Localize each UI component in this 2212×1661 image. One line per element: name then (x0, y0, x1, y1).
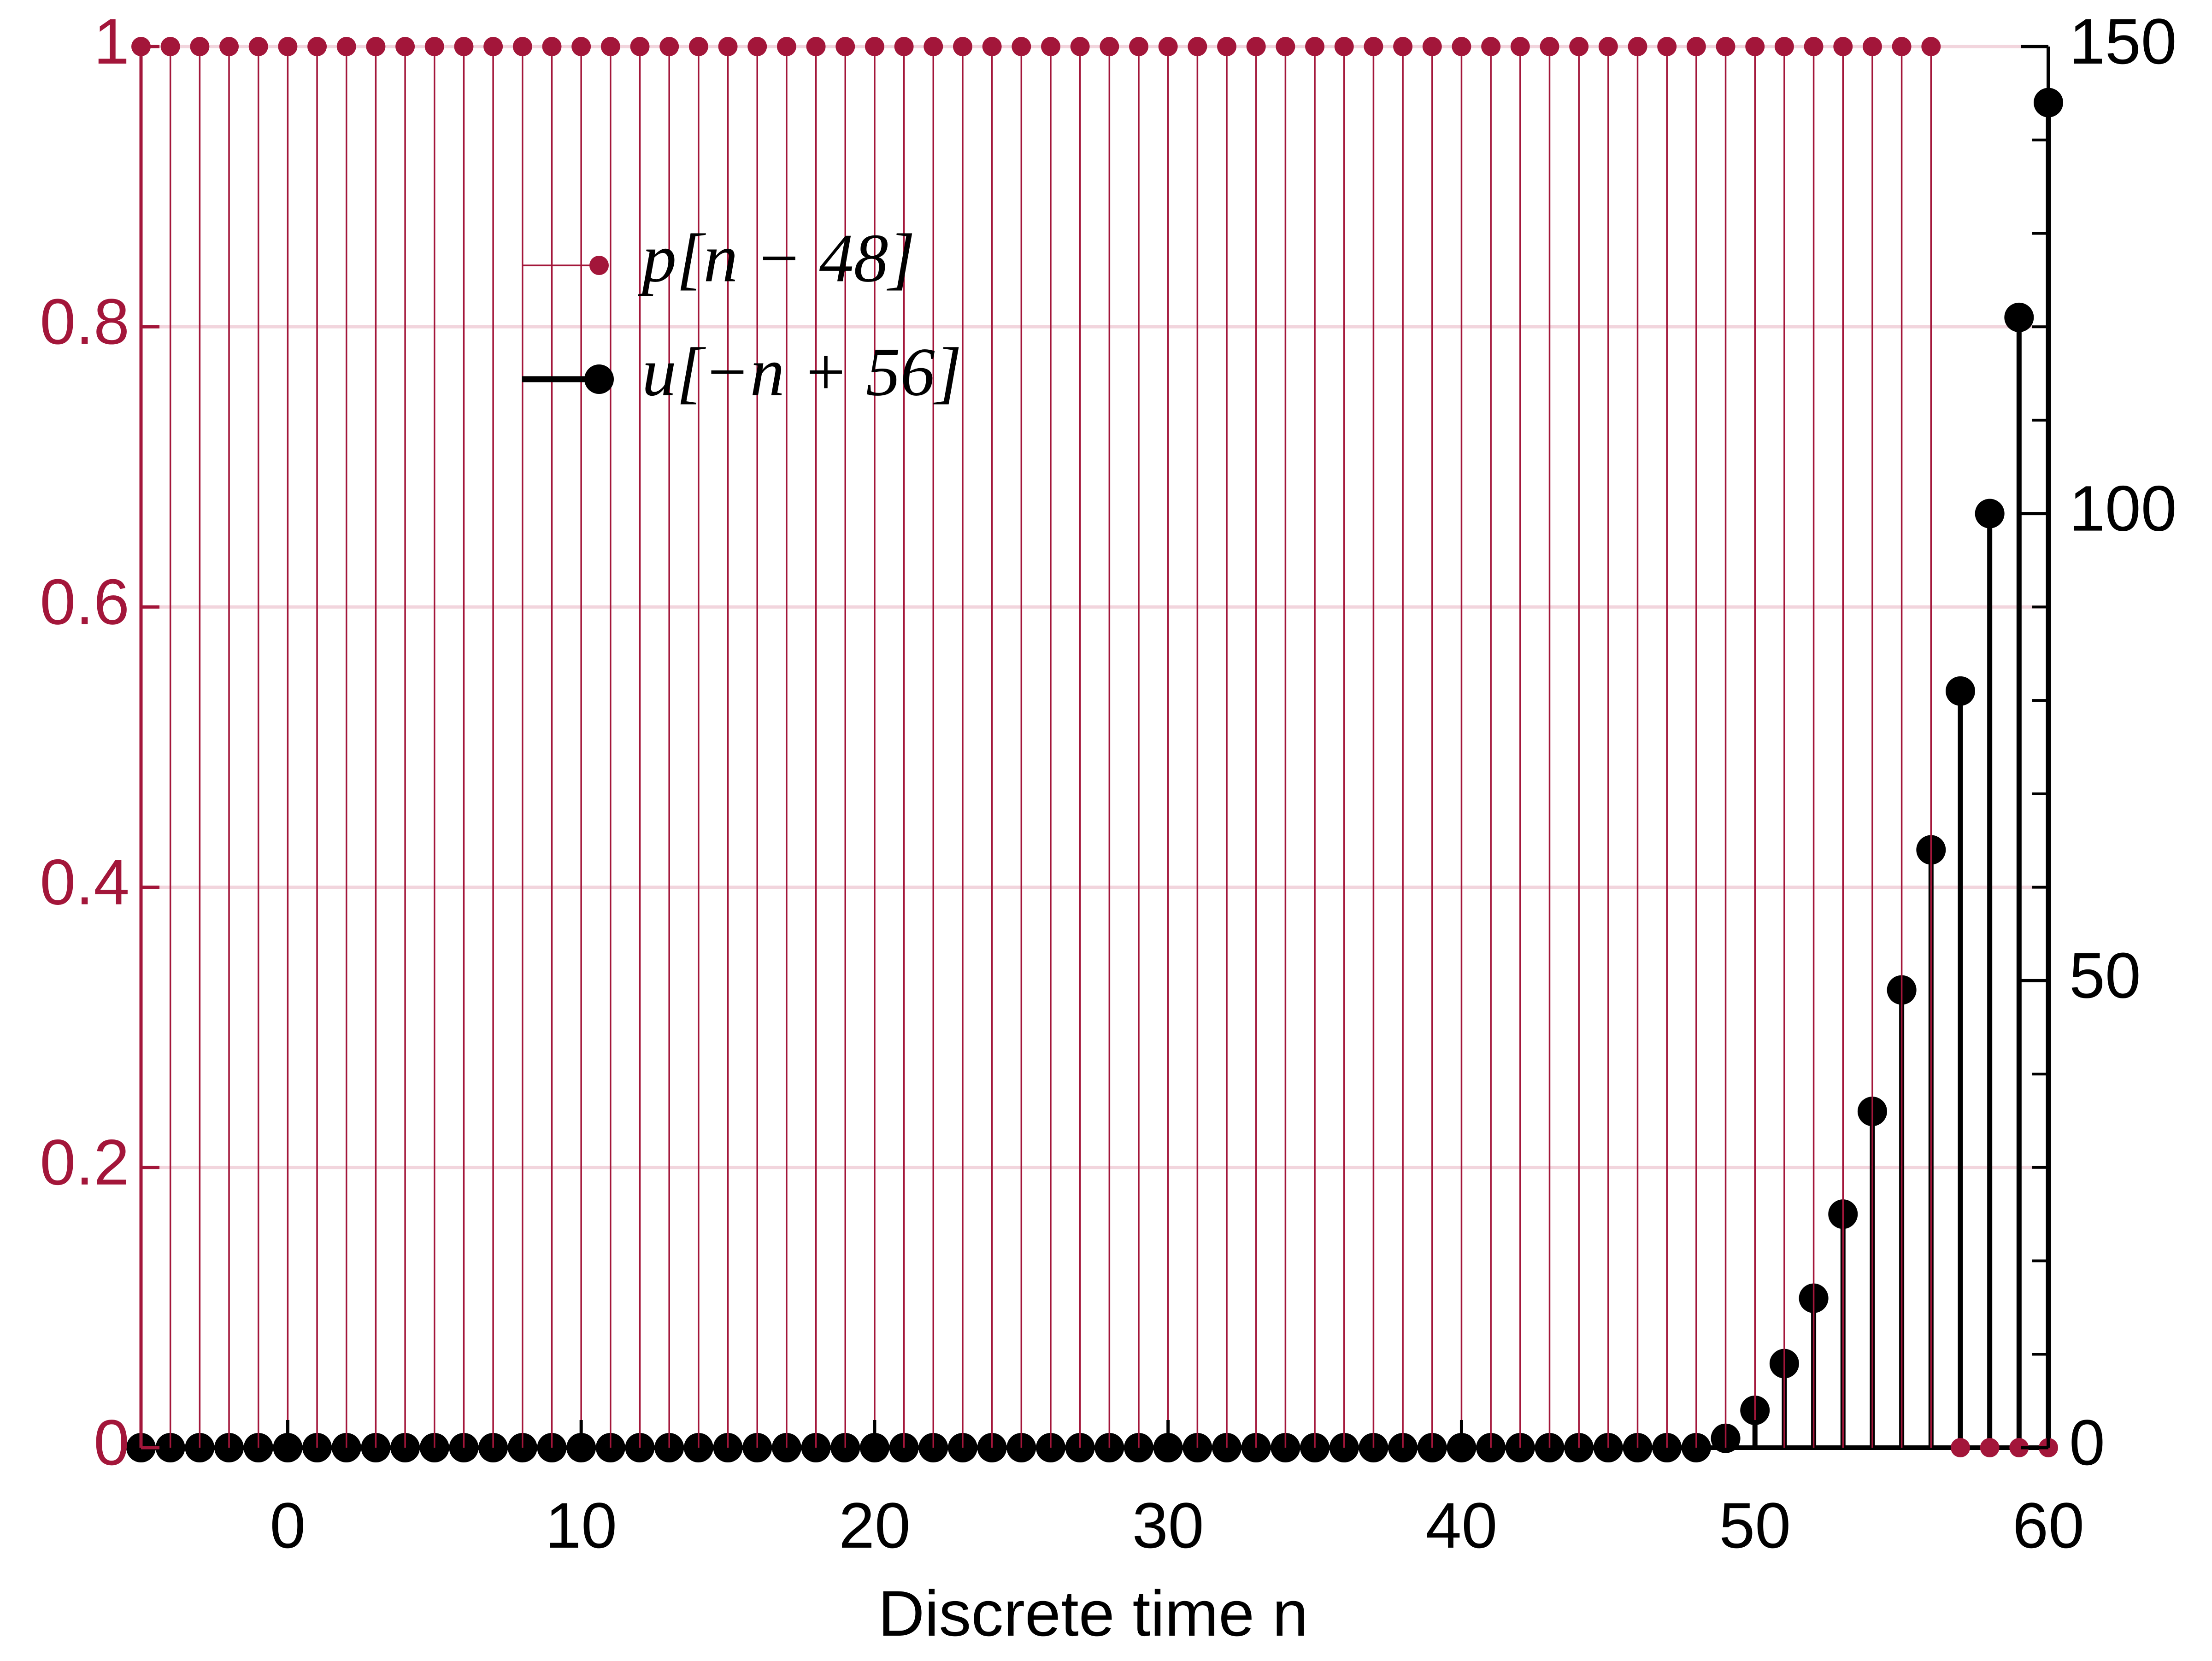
stem-marker (1100, 37, 1119, 56)
stem-marker (1452, 37, 1471, 56)
plot-area (126, 37, 2063, 1462)
stem-marker (219, 37, 239, 56)
x-tick-label: 10 (545, 1489, 617, 1561)
y2-tick-label: 100 (2069, 472, 2177, 545)
stem-marker (1686, 37, 1706, 56)
stem-marker (1657, 37, 1677, 56)
stem-marker (1041, 37, 1060, 56)
stem-marker (1393, 37, 1413, 56)
x-tick-label: 20 (839, 1489, 911, 1561)
stem-marker (454, 37, 474, 56)
stem-marker (806, 37, 826, 56)
stem-marker (1569, 37, 1589, 56)
y-tick-label: 0.2 (40, 1126, 129, 1198)
stem-marker (1305, 37, 1325, 56)
stem-marker (1862, 37, 1882, 56)
legend: p[n − 48] u[−n + 56] (522, 220, 962, 410)
stem-marker (366, 37, 386, 56)
stem-marker (1158, 37, 1178, 56)
y2-tick-label: 50 (2069, 939, 2141, 1011)
stem-marker (1070, 37, 1090, 56)
stem-marker (777, 37, 796, 56)
stem-marker (1188, 37, 1207, 56)
stem-marker (1774, 37, 1794, 56)
stem-marker (630, 37, 650, 56)
stem-marker (1598, 37, 1618, 56)
x-axis-label: Discrete time n (878, 1577, 1308, 1649)
x-tick-label: 30 (1132, 1489, 1204, 1561)
stem-marker (1804, 37, 1824, 56)
y-tick-label: 1 (94, 5, 129, 77)
y-tick-label: 0.4 (40, 846, 129, 918)
x-tick-label: 0 (270, 1489, 306, 1561)
y2-tick-label: 0 (2069, 1406, 2105, 1479)
stem-marker (1012, 37, 1031, 56)
stem-marker (1276, 37, 1295, 56)
stem-marker (835, 37, 855, 56)
stem-marker (600, 37, 620, 56)
stem-marker (512, 37, 532, 56)
y-tick-label: 0.8 (40, 285, 129, 358)
stem-marker (1892, 37, 1912, 56)
stem-marker (248, 37, 268, 56)
stem-marker (894, 37, 914, 56)
stem-marker (2004, 302, 2034, 332)
stem-marker (1628, 37, 1647, 56)
stem-marker (1540, 37, 1559, 56)
stem-marker (953, 37, 972, 56)
stem-marker (865, 37, 884, 56)
stem-marker (1975, 499, 2005, 528)
y2-tick-label: 150 (2069, 5, 2177, 77)
legend-label: u[−n + 56] (642, 334, 962, 410)
stem-marker (571, 37, 591, 56)
stem-marker (1510, 37, 1530, 56)
stem-marker (1422, 37, 1442, 56)
stem-marker (424, 37, 444, 56)
stem-marker (1334, 37, 1354, 56)
stem-marker (1921, 37, 1941, 56)
stem-marker (395, 37, 415, 56)
stem-marker (1246, 37, 1266, 56)
stem-marker (1481, 37, 1501, 56)
x-tick-label: 40 (1426, 1489, 1498, 1561)
stem-marker (278, 37, 298, 56)
stem-marker (1980, 1438, 2000, 1457)
legend-marker (584, 364, 614, 394)
stem-marker (924, 37, 943, 56)
stem-marker (483, 37, 503, 56)
stem-marker (1745, 37, 1765, 56)
stem-marker (1716, 37, 1735, 56)
stem-marker (688, 37, 708, 56)
x-tick-label: 50 (1719, 1489, 1791, 1561)
legend-marker (589, 256, 609, 275)
stem-marker (659, 37, 679, 56)
stem-marker (160, 37, 180, 56)
y-tick-label: 0 (94, 1406, 129, 1479)
legend-label: p[n − 48] (638, 220, 915, 296)
y-tick-label: 0.6 (40, 565, 129, 638)
stem-marker (2009, 1438, 2029, 1457)
stem-marker (542, 37, 562, 56)
stem-marker (336, 37, 356, 56)
stem-marker (747, 37, 767, 56)
stem-marker (1364, 37, 1383, 56)
stem-marker (1217, 37, 1237, 56)
stem-marker (307, 37, 327, 56)
stem-marker (982, 37, 1002, 56)
stem-marker (190, 37, 210, 56)
stem-marker (1833, 37, 1853, 56)
grid (141, 45, 2048, 1450)
stem-marker (1950, 1438, 1970, 1457)
stem-marker (1945, 676, 1975, 706)
x-tick-label: 60 (2012, 1489, 2084, 1561)
stem-marker (1129, 37, 1149, 56)
stem-marker (718, 37, 738, 56)
